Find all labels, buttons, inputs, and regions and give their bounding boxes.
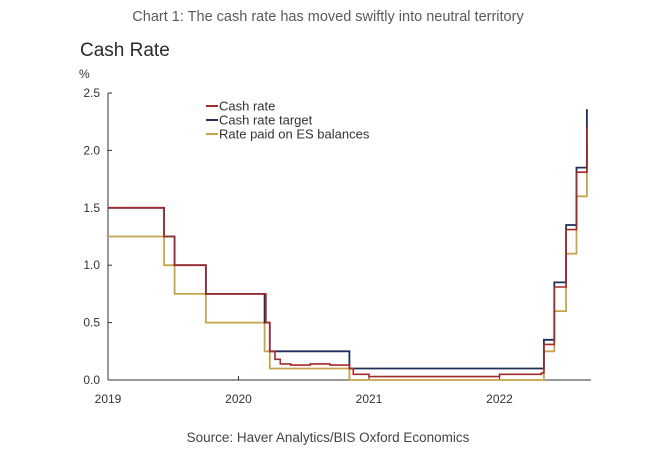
chart-title: Cash Rate xyxy=(80,40,170,61)
series-cash-rate-target xyxy=(108,109,588,370)
x-tick-label: 2020 xyxy=(225,392,252,406)
y-tick-label: 2.0 xyxy=(83,143,100,157)
legend-label: Rate paid on ES balances xyxy=(219,127,370,142)
series-cash-rate xyxy=(108,126,588,378)
y-tick-label: 1.5 xyxy=(83,201,100,215)
series-rate-paid-on-es-balances xyxy=(108,138,588,381)
legend-label: Cash rate target xyxy=(219,113,313,128)
y-tick-label: 2.5 xyxy=(83,86,100,100)
x-tick-label: 2021 xyxy=(356,392,383,406)
y-axis-label: % xyxy=(79,67,90,81)
y-tick-label: 1.0 xyxy=(83,258,100,272)
y-tick-label: 0.5 xyxy=(83,316,100,330)
x-tick-label: 2022 xyxy=(486,392,513,406)
source-note: Source: Haver Analytics/BIS Oxford Econo… xyxy=(186,430,470,445)
legend-label: Cash rate xyxy=(219,99,275,114)
page-title: Chart 1: The cash rate has moved swiftly… xyxy=(132,9,524,25)
x-tick-label: 2019 xyxy=(95,392,122,406)
y-tick-label: 0.0 xyxy=(83,373,100,387)
